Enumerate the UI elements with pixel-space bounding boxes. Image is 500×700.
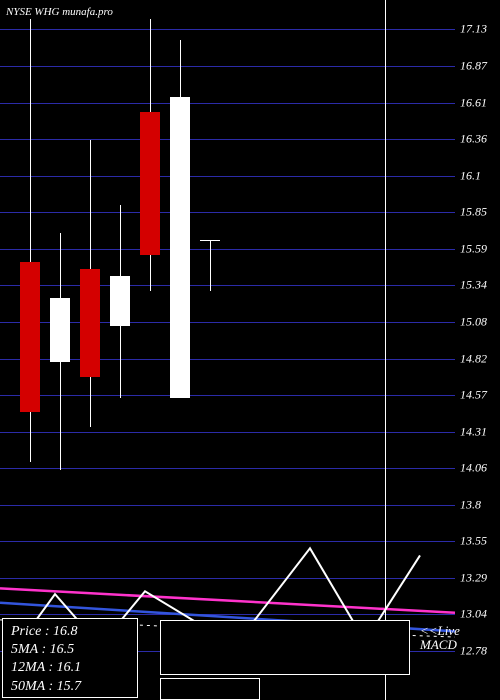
y-tick-label: 12.78 (460, 644, 487, 659)
gridline (0, 505, 455, 506)
vertical-cursor-line (385, 0, 386, 700)
gridline (0, 212, 455, 213)
macd-label: <<Live MACD (420, 624, 460, 653)
macd-box (160, 620, 410, 675)
gridline (0, 432, 455, 433)
y-tick-label: 13.55 (460, 534, 487, 549)
y-tick-label: 14.06 (460, 461, 487, 476)
candle-body-up (170, 97, 190, 398)
stats-row: Price : 16.8 (11, 623, 129, 641)
gridline (0, 395, 455, 396)
zigzag-line (0, 0, 500, 700)
gridline (0, 103, 455, 104)
y-tick-label: 16.87 (460, 58, 487, 73)
chart-title: NYSE WHG munafa.pro (6, 6, 113, 18)
y-tick-label: 16.1 (460, 169, 481, 184)
stats-box: Price : 16.85MA : 16.512MA : 16.150MA : … (2, 618, 138, 698)
candle-body-down (140, 112, 160, 255)
y-tick-label: 15.59 (460, 242, 487, 257)
candlestick-chart: NYSE WHG munafa.pro 17.13 16.87 16.61 16.36… (0, 0, 500, 700)
gridline (0, 66, 455, 67)
macd-label-line2: MACD (420, 638, 460, 652)
gridline (0, 578, 455, 579)
gridline (0, 541, 455, 542)
y-tick-label: 14.82 (460, 352, 487, 367)
macd-box (160, 678, 260, 700)
y-tick-label: 14.57 (460, 388, 487, 403)
gridline (0, 285, 455, 286)
gridline (0, 176, 455, 177)
candle-wick (210, 240, 211, 290)
y-tick-label: 16.36 (460, 131, 487, 146)
y-tick-label: 15.85 (460, 204, 487, 219)
candle-body-down (20, 262, 40, 412)
stats-row: 12MA : 16.1 (11, 659, 129, 677)
y-tick-label: 13.04 (460, 607, 487, 622)
moving-average-lines (0, 0, 500, 700)
y-tick-label: 13.29 (460, 571, 487, 586)
candle-body-up (110, 276, 130, 326)
y-tick-label: 15.08 (460, 315, 487, 330)
candle-body-up (50, 298, 70, 362)
y-tick-label: 16.61 (460, 96, 487, 111)
candle-body-down (80, 269, 100, 376)
y-tick-label: 13.8 (460, 498, 481, 513)
candle-body-up (200, 240, 220, 241)
gridline (0, 249, 455, 250)
ma-line (0, 588, 455, 612)
macd-label-line1: <<Live (420, 624, 460, 638)
y-tick-label: 15.34 (460, 277, 487, 292)
y-tick-label: 17.13 (460, 21, 487, 36)
gridline (0, 614, 455, 615)
y-tick-label: 14.31 (460, 425, 487, 440)
gridline (0, 29, 455, 30)
gridline (0, 139, 455, 140)
stats-row: 50MA : 15.7 (11, 678, 129, 696)
stats-row: 5MA : 16.5 (11, 641, 129, 659)
gridline (0, 468, 455, 469)
